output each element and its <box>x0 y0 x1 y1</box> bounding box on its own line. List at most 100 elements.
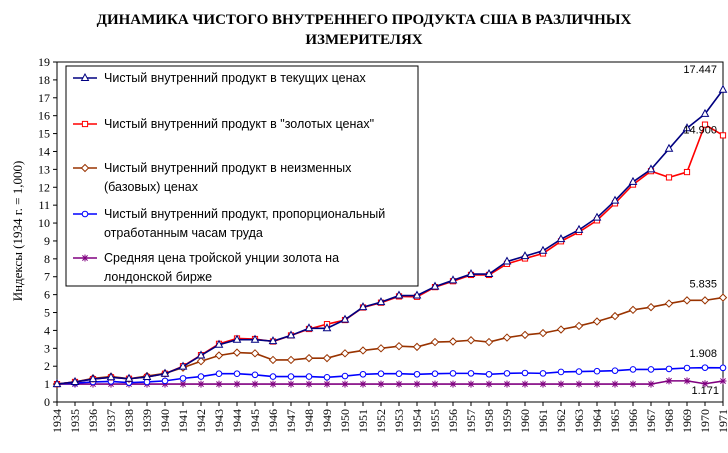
y-tick-label: 7 <box>44 270 50 284</box>
series-3-point <box>466 336 476 345</box>
series-4-point <box>287 373 295 380</box>
series-4-point <box>557 368 565 376</box>
series-1-point <box>52 379 62 388</box>
series-3-point <box>700 296 710 305</box>
legend-item-3: Чистый внутренний продукт в неизменных (б… <box>73 161 352 194</box>
series-4-point <box>269 373 277 380</box>
series-1-point <box>88 374 98 383</box>
series-3-point <box>448 337 458 346</box>
series-5-point <box>575 380 583 388</box>
series-1-point <box>412 290 422 299</box>
series-3-line <box>56 296 724 385</box>
series-3-point <box>196 356 206 366</box>
series-4-point <box>467 370 475 377</box>
series-4-point <box>197 373 205 380</box>
series-4-point <box>503 370 511 377</box>
x-tick-label: 1959 <box>500 409 514 433</box>
series-5-point <box>431 380 439 388</box>
x-tick-label: 1949 <box>320 409 334 433</box>
legend-label: Средняя цена тройской унции золота на <box>104 251 339 265</box>
series-5-point <box>647 380 655 388</box>
series-5-point <box>611 380 619 388</box>
y-tick-label: 11 <box>38 198 50 212</box>
y-tick-label: 10 <box>38 216 50 230</box>
series-2-point <box>683 168 691 176</box>
chart-title: ДИНАМИКА ЧИСТОГО ВНУТРЕННЕГО ПРОДУКТА СШ… <box>97 12 632 48</box>
x-tick-label: 1935 <box>68 409 82 433</box>
x-tick-label: 1945 <box>248 409 262 433</box>
y-tick-label: 9 <box>44 234 50 248</box>
x-tick-label: 1937 <box>104 409 118 433</box>
series-1-point <box>160 368 170 377</box>
series-5-point <box>701 380 709 388</box>
x-tick-label: 1970 <box>698 409 712 433</box>
series-3-point <box>538 328 548 338</box>
chart-title-line-2: ИЗМЕРИТЕЛЯХ <box>305 32 422 48</box>
series-4-point <box>413 370 421 378</box>
series-3-point <box>358 346 368 355</box>
legend-swatch-marker <box>80 163 90 173</box>
x-tick-label: 1958 <box>482 409 496 433</box>
series-1-point <box>178 361 188 370</box>
series-1-point <box>214 339 224 348</box>
series-5-point <box>377 380 385 388</box>
series-layer <box>52 84 728 389</box>
y-tick-label: 15 <box>38 127 50 141</box>
y-tick-label: 16 <box>38 109 50 123</box>
series-3-point <box>556 325 566 334</box>
series-1-point <box>430 281 440 290</box>
series-1-point <box>106 372 116 381</box>
series-1-point <box>574 224 584 233</box>
series-3-point <box>376 344 386 353</box>
series-1-point <box>466 268 476 278</box>
series-4-point <box>539 370 547 377</box>
series-3-point <box>682 296 692 305</box>
x-tick-label: 1957 <box>464 409 478 433</box>
legend-item-4: Чистый внутренний продукт, пропорциональ… <box>73 207 385 240</box>
series-4-point <box>449 370 457 377</box>
series-1-point <box>142 371 152 380</box>
plot-area <box>56 61 724 403</box>
series-4-point <box>359 370 367 378</box>
series-3-point <box>214 351 224 360</box>
series-1-point <box>268 336 278 345</box>
series-1-point <box>700 108 710 117</box>
series-5-point <box>197 380 205 388</box>
series-3-point <box>304 353 314 363</box>
y-tick-label: 19 <box>38 55 50 69</box>
series-5-point <box>539 380 547 388</box>
series-1-point <box>124 373 134 382</box>
series-5-point <box>395 380 403 388</box>
series-4-point <box>341 372 349 380</box>
series-5-point <box>305 380 313 388</box>
series-1-point <box>196 350 206 359</box>
x-tick-label: 1967 <box>644 409 658 433</box>
series-4-point <box>701 364 709 371</box>
legend-item-2: Чистый внутренний продукт в "золотых цен… <box>73 117 374 131</box>
series-1-point <box>610 195 620 204</box>
y-tick-label: 14 <box>38 144 50 158</box>
series-3-point <box>502 333 512 342</box>
series-3-point <box>592 317 602 326</box>
series-1-point <box>664 143 674 152</box>
series-5-point <box>629 380 637 388</box>
x-tick-label: 1936 <box>86 409 100 433</box>
series-2-point <box>665 174 673 181</box>
series-1-point <box>592 212 602 221</box>
series-5-point <box>215 380 223 388</box>
series-4-point <box>233 370 241 378</box>
legend-label: (базовых) ценах <box>104 180 199 194</box>
series-1-point <box>358 302 368 311</box>
series-3-point <box>232 348 242 357</box>
series-1-point <box>286 330 296 339</box>
series-3-point <box>322 353 332 363</box>
x-tick-label: 1946 <box>266 409 280 433</box>
series-4-point <box>683 364 691 372</box>
series-5-point <box>665 377 673 385</box>
series-3-point <box>286 355 296 365</box>
series-3-point <box>430 337 440 347</box>
series-1-point <box>628 176 638 185</box>
series-1-point <box>376 297 386 306</box>
x-tick-label: 1956 <box>446 409 460 433</box>
x-tick-label: 1951 <box>356 409 370 433</box>
